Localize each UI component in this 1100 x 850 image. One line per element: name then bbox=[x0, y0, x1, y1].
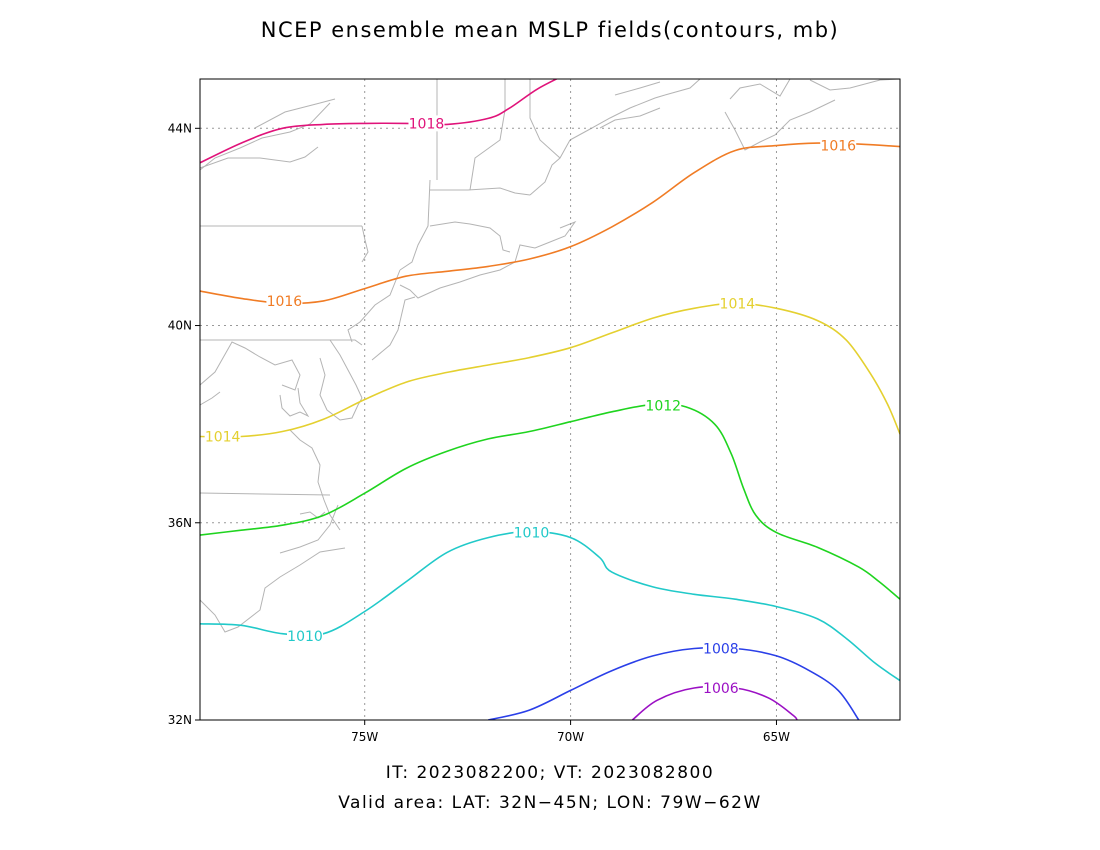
lon-tick-label: 65W bbox=[763, 730, 790, 744]
coastline-segment bbox=[429, 221, 511, 253]
coastline-segment bbox=[664, 78, 701, 96]
isobar-label-1006: 1006 bbox=[703, 681, 739, 697]
isobar-label-1014: 1014 bbox=[720, 296, 756, 312]
lat-tick-label: 40N bbox=[168, 319, 192, 333]
coastline-segment bbox=[729, 78, 791, 100]
isobar-label-1010: 1010 bbox=[514, 526, 550, 542]
coastline-segment bbox=[332, 339, 363, 346]
coastline-segment bbox=[469, 79, 506, 191]
coastline-segment bbox=[569, 94, 666, 141]
isobar-label-1018: 1018 bbox=[409, 116, 445, 132]
lat-tick-label: 36N bbox=[168, 516, 192, 530]
coastline-segment bbox=[599, 107, 661, 129]
isobar-1008 bbox=[488, 646, 860, 720]
isobar-label-1014: 1014 bbox=[205, 429, 241, 445]
isobar-1014 bbox=[200, 302, 900, 438]
mslp-map: 1018 1016 1016 1014 1014 1012 1010 1010 1008 1006… bbox=[168, 78, 901, 744]
isobar-label-bg bbox=[287, 628, 323, 645]
isobar-label-bg bbox=[702, 640, 739, 657]
contour-labels-layer: 1018 1016 1016 1014 1014 1012 1010 1010 1008 1006 bbox=[204, 115, 857, 697]
lon-tick-label: 75W bbox=[351, 730, 378, 744]
coastline-segment bbox=[279, 387, 310, 418]
isobar-label-bg bbox=[513, 524, 550, 541]
coastline-segment bbox=[614, 81, 661, 96]
isobar-1010 bbox=[200, 530, 900, 682]
isobar-1012 bbox=[200, 403, 900, 600]
coastline-segment bbox=[430, 187, 531, 196]
coastline-segment bbox=[529, 139, 571, 196]
isobar-label-1008: 1008 bbox=[703, 642, 739, 658]
coastline-segment bbox=[289, 429, 341, 531]
coastline-segment bbox=[514, 220, 577, 263]
isobar-label-bg bbox=[645, 397, 682, 414]
lon-tick-label: 70W bbox=[557, 730, 584, 744]
coastline-segment bbox=[199, 492, 331, 496]
init-valid-time: IT: 2023082200; VT: 2023082800 bbox=[385, 763, 715, 783]
coastline-segment bbox=[399, 261, 516, 299]
coastline-segment bbox=[809, 78, 901, 91]
isobar-label-bg bbox=[820, 137, 857, 154]
coastline-segment bbox=[299, 511, 326, 519]
lat-tick-label: 44N bbox=[168, 121, 192, 135]
coastline-segment bbox=[199, 547, 346, 633]
isobar-label-bg bbox=[702, 679, 739, 696]
isobar-label-1012: 1012 bbox=[645, 398, 681, 414]
valid-area: Valid area: LAT: 32N−45N; LON: 79W−62W bbox=[338, 793, 762, 813]
coastline-segment bbox=[529, 79, 561, 159]
coastline-segment bbox=[399, 179, 431, 271]
isobar-1016 bbox=[200, 142, 900, 305]
coastline-segment bbox=[347, 269, 401, 343]
isobar-1018 bbox=[200, 79, 559, 164]
coastline-segment bbox=[199, 391, 221, 406]
lat-tick-label: 32N bbox=[168, 713, 192, 727]
isobar-label-bg bbox=[408, 115, 445, 132]
coastline-segment bbox=[199, 102, 331, 171]
axis-ticks-layer: 32N 36N 40N 44N 75W 70W 65W bbox=[168, 121, 790, 744]
gridlines-layer bbox=[200, 79, 900, 720]
map-title: NCEP ensemble mean MSLP fields(contours,… bbox=[260, 18, 840, 42]
coastline-segment bbox=[724, 99, 836, 151]
isobar-label-1016: 1016 bbox=[820, 139, 856, 155]
map-frame bbox=[199, 78, 901, 721]
coastline-segment bbox=[254, 98, 336, 129]
isobar-label-1010: 1010 bbox=[287, 629, 323, 645]
isobar-label-bg bbox=[204, 428, 241, 445]
isobar-label-bg bbox=[266, 292, 303, 309]
coastline-segment bbox=[199, 341, 301, 391]
isobar-label-1016: 1016 bbox=[267, 294, 303, 310]
coastline-segment bbox=[329, 339, 363, 399]
coastline-segment bbox=[371, 296, 416, 361]
coastline-segment bbox=[361, 225, 369, 263]
isobar-label-bg bbox=[719, 295, 756, 312]
coastlines-layer bbox=[199, 78, 901, 633]
coastline-segment bbox=[199, 146, 319, 169]
